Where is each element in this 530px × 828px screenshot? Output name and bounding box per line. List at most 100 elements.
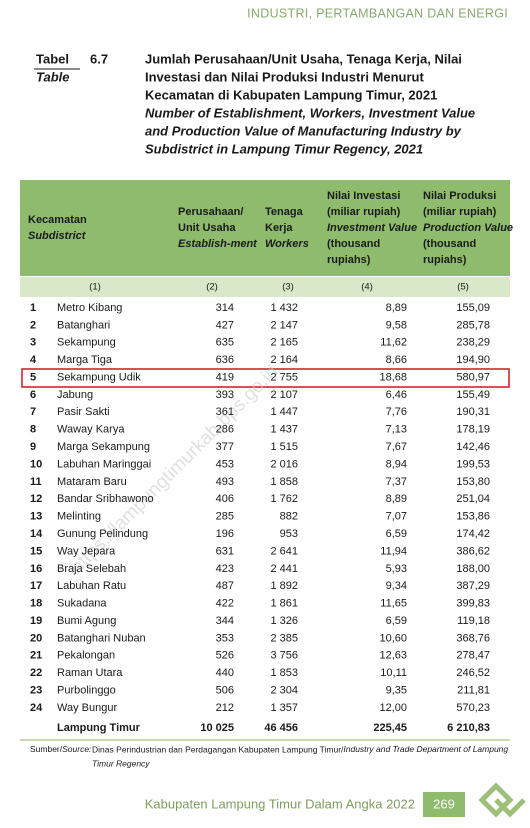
cell: 1 858 xyxy=(270,476,298,488)
column-number: (5) xyxy=(457,282,469,293)
column-header-en: Production Value xyxy=(423,222,513,234)
cell: 278,47 xyxy=(456,650,490,662)
row-number: 4 xyxy=(30,354,37,366)
title-line: Investasi dan Nilai Produksi Industri Me… xyxy=(145,69,424,84)
column-header-en: rupiahs) xyxy=(327,254,371,266)
cell: 155,09 xyxy=(456,302,490,314)
column-header: Kerja xyxy=(265,222,293,234)
cell: 18,68 xyxy=(379,371,407,383)
total-cell: 6 210,83 xyxy=(447,722,490,734)
subdistrict: Purbolinggo xyxy=(57,684,116,696)
subdistrict: Bumi Agung xyxy=(57,615,116,627)
cell: 10,11 xyxy=(380,667,407,679)
row-number: 13 xyxy=(30,511,42,523)
column-number: (3) xyxy=(282,282,294,293)
cell: 422 xyxy=(216,598,234,610)
subdistrict: Way Bungur xyxy=(57,702,117,714)
cell: 2 641 xyxy=(270,545,298,557)
cell: 8,89 xyxy=(386,493,407,505)
cell: 7,67 xyxy=(386,441,407,453)
column-header-en: Investment Value xyxy=(327,222,417,234)
column-header: Perusahaan/ xyxy=(178,206,243,218)
cell: 196 xyxy=(216,528,234,540)
cell: 2 441 xyxy=(270,563,298,575)
cell: 953 xyxy=(280,528,298,540)
cell: 7,76 xyxy=(386,406,407,418)
row-number: 5 xyxy=(30,371,36,383)
subdistrict: Sekampung xyxy=(57,337,116,349)
total-label: Lampung Timur xyxy=(57,722,141,734)
source-text: Dinas Perindustrian dan Perdagangan Kabu… xyxy=(92,744,508,754)
subdistrict: Marga Tiga xyxy=(57,354,113,366)
cell: 9,58 xyxy=(386,319,407,331)
title-line: Jumlah Perusahaan/Unit Usaha, Tenaga Ker… xyxy=(145,51,462,66)
row-number: 22 xyxy=(30,667,42,679)
cell: 6,46 xyxy=(386,389,407,401)
cell: 10,60 xyxy=(379,632,407,644)
cell: 7,37 xyxy=(386,476,407,488)
subdistrict: Jabung xyxy=(57,389,93,401)
column-header: Tenaga xyxy=(265,206,304,218)
highlight-box xyxy=(21,368,510,388)
cell: 7,13 xyxy=(386,424,407,436)
cell: 353 xyxy=(216,632,234,644)
total-cell: 46 456 xyxy=(264,722,298,734)
subdistrict: Labuhan Maringgai xyxy=(57,458,151,470)
subdistrict: Batanghari Nuban xyxy=(57,632,146,644)
cell: 314 xyxy=(216,302,234,314)
cell: 5,93 xyxy=(386,563,407,575)
cell: 631 xyxy=(216,545,234,557)
cell: 238,29 xyxy=(456,337,490,349)
row-number: 23 xyxy=(30,684,42,696)
column-header: (miliar rupiah) xyxy=(327,206,401,218)
column-header: Nilai Produksi xyxy=(423,190,496,202)
column-header-en: (thousand xyxy=(423,238,476,250)
row-number: 19 xyxy=(30,615,42,627)
subdistrict: Marga Sekampung xyxy=(57,441,150,453)
cell: 419 xyxy=(216,371,234,383)
cell: 174,42 xyxy=(456,528,490,540)
source-part: Sumber/ xyxy=(30,744,63,754)
footer-publication: Kabupaten Lampung Timur Dalam Angka 2022 xyxy=(145,796,415,811)
row-number: 10 xyxy=(30,458,42,470)
page-number-box xyxy=(423,792,465,817)
subdistrict: Pasir Sakti xyxy=(57,406,110,418)
cell: 636 xyxy=(216,354,234,366)
subdistrict: Raman Utara xyxy=(57,667,123,679)
cell: 635 xyxy=(216,337,234,349)
cell: 2 385 xyxy=(270,632,298,644)
column-header-en: (thousand xyxy=(327,238,380,250)
column-number: (1) xyxy=(89,282,101,293)
subdistrict: Waway Karya xyxy=(57,424,125,436)
cell: 393 xyxy=(216,389,234,401)
row-number: 6 xyxy=(30,389,36,401)
cell: 506 xyxy=(216,684,234,696)
column-header: Kecamatan xyxy=(28,214,87,226)
cell: 8,89 xyxy=(386,302,407,314)
cell: 2 147 xyxy=(270,319,298,331)
source-text-en: Industry and Trade Department of Lampung xyxy=(343,744,508,754)
row-number: 24 xyxy=(30,702,43,714)
cell: 423 xyxy=(216,563,234,575)
cell: 1 515 xyxy=(270,441,298,453)
column-number: (4) xyxy=(361,282,373,293)
cell: 11,62 xyxy=(380,337,407,349)
cell: 3 756 xyxy=(270,650,298,662)
cell: 377 xyxy=(216,441,234,453)
cell: 1 892 xyxy=(270,580,298,592)
row-number: 20 xyxy=(30,632,42,644)
cell: 251,04 xyxy=(456,493,490,505)
cell: 386,62 xyxy=(456,545,490,557)
subdistrict: Melinting xyxy=(57,511,101,523)
header-band xyxy=(20,180,510,276)
cell: 440 xyxy=(216,667,234,679)
cell: 12,63 xyxy=(379,650,407,662)
cell: 493 xyxy=(216,476,234,488)
logo xyxy=(478,782,526,818)
subdistrict: Gunung Pelindung xyxy=(57,528,148,540)
cell: 1 762 xyxy=(270,493,298,505)
subdistrict: Mataram Baru xyxy=(57,476,127,488)
subdistrict: Sukadana xyxy=(57,598,107,610)
column-header: (miliar rupiah) xyxy=(423,206,497,218)
cell: 2 304 xyxy=(270,684,298,696)
